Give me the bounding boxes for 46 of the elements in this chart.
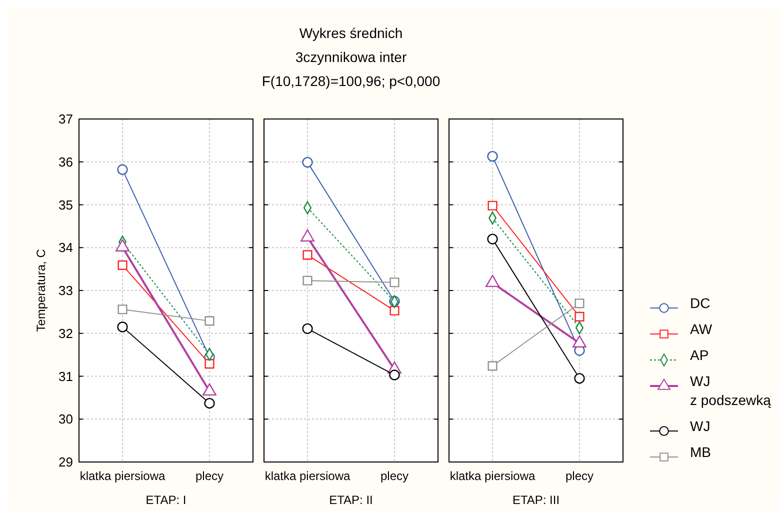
legend-label: AP (690, 347, 709, 363)
point (302, 323, 313, 334)
point (574, 312, 584, 322)
x-tick-label: plecy (195, 469, 224, 483)
x-tick-label: plecy (380, 469, 409, 483)
point (488, 361, 498, 371)
chart-title: Wykres średnich 3czynnikowa inter F(10,1728)=100,96; p<0,000 (262, 25, 440, 89)
point (390, 278, 400, 288)
y-tick-label: 30 (58, 412, 73, 427)
point (118, 304, 128, 314)
y-tick-label: 29 (58, 454, 73, 470)
point (117, 164, 128, 175)
y-tick-label: 36 (58, 154, 73, 170)
legend-label: MB (690, 444, 711, 460)
x-tick-label: klatka piersiowa (80, 469, 166, 483)
x-axis-title: ETAP: I (146, 493, 186, 507)
point (302, 276, 312, 286)
y-axis-title: Temperatura, C (34, 248, 48, 332)
point (118, 260, 128, 270)
legend-label: AW (690, 321, 713, 337)
y-tick-label: 32 (58, 326, 73, 341)
legend-label: WJ (690, 418, 710, 434)
y-tick-label: 34 (58, 240, 73, 256)
x-tick-label: klatka piersiowa (264, 469, 351, 483)
point (487, 150, 498, 162)
point (204, 359, 214, 369)
x-axis-title: ETAP: II (329, 493, 373, 507)
y-tick-label: 33 (58, 283, 73, 298)
legend-label: WJ z podszewką (690, 373, 772, 408)
y-tick-label: 31 (58, 368, 73, 384)
point (488, 200, 498, 210)
point (390, 306, 400, 316)
point (574, 373, 585, 384)
point (487, 234, 498, 244)
point (204, 316, 214, 326)
point (117, 322, 128, 332)
point (204, 398, 215, 409)
x-tick-label: plecy (565, 469, 594, 483)
x-tick-label: klatka piersiowa (450, 469, 536, 483)
y-tick-label: 35 (58, 197, 73, 212)
point (302, 156, 313, 168)
legend-label: DC (690, 295, 710, 311)
x-axis-title: ETAP: III (512, 493, 560, 507)
point (302, 250, 312, 260)
point (574, 298, 584, 308)
y-tick-label: 37 (58, 112, 73, 127)
